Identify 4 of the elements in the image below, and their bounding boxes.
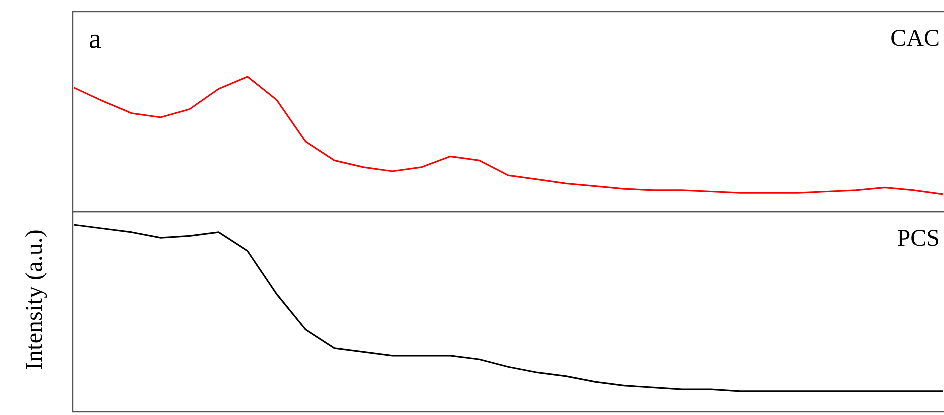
text: PCS (897, 226, 940, 252)
text: a (89, 24, 102, 55)
text: CAC (890, 26, 940, 52)
y-axis-title: Intensity (a.u.) (22, 230, 48, 370)
